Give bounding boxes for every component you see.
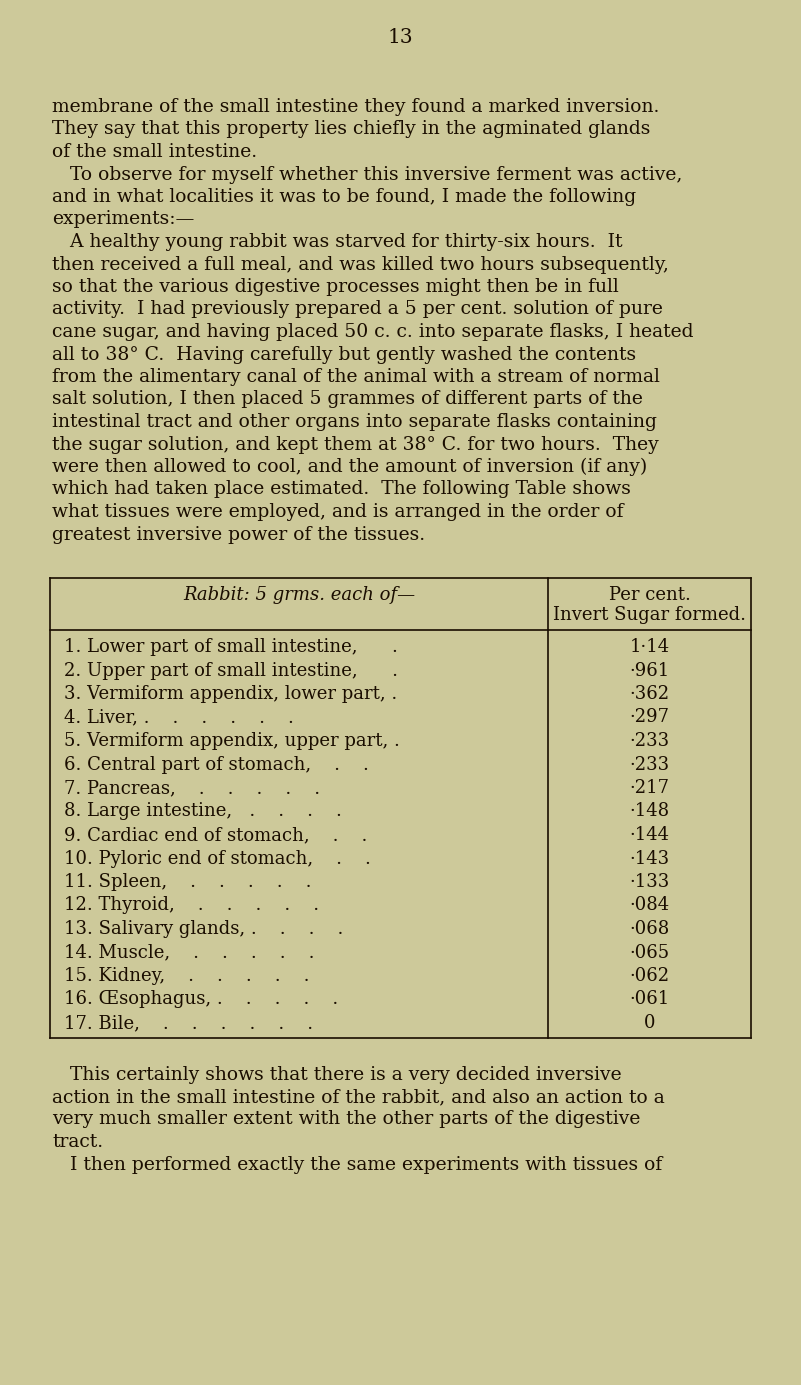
Text: 1·14: 1·14: [630, 638, 670, 656]
Text: and in what localities it was to be found, I made the following: and in what localities it was to be foun…: [52, 188, 636, 206]
Text: ·233: ·233: [630, 755, 670, 773]
Text: were then allowed to cool, and the amount of inversion (if any): were then allowed to cool, and the amoun…: [52, 458, 647, 476]
Text: all to 38° C.  Having carefully but gently washed the contents: all to 38° C. Having carefully but gentl…: [52, 345, 636, 363]
Text: ·133: ·133: [630, 873, 670, 891]
Text: salt solution, I then placed 5 grammes of different parts of the: salt solution, I then placed 5 grammes o…: [52, 391, 643, 409]
Text: 10. Pyloric end of stomach,    .    .: 10. Pyloric end of stomach, . .: [64, 849, 371, 867]
Text: 17. Bile,    .    .    .    .    .    .: 17. Bile, . . . . . .: [64, 1014, 313, 1032]
Text: 16. Œsophagus, .    .    .    .    .: 16. Œsophagus, . . . . .: [64, 990, 338, 1008]
Text: 3. Vermiform appendix, lower part, .: 3. Vermiform appendix, lower part, .: [64, 686, 397, 704]
Text: 8. Large intestine,   .    .    .    .: 8. Large intestine, . . . .: [64, 802, 342, 820]
Text: tract.: tract.: [52, 1133, 103, 1151]
Text: 1. Lower part of small intestine,      .: 1. Lower part of small intestine, .: [64, 638, 398, 656]
Text: 6. Central part of stomach,    .    .: 6. Central part of stomach, . .: [64, 755, 369, 773]
Text: ·233: ·233: [630, 733, 670, 751]
Text: A healthy young rabbit was starved for thirty-six hours.  It: A healthy young rabbit was starved for t…: [52, 233, 622, 251]
Text: so that the various digestive processes might then be in full: so that the various digestive processes …: [52, 278, 618, 296]
Text: ·065: ·065: [630, 943, 670, 961]
Text: activity.  I had previously prepared a 5 per cent. solution of pure: activity. I had previously prepared a 5 …: [52, 301, 663, 319]
Text: Invert Sugar formed.: Invert Sugar formed.: [553, 607, 746, 625]
Text: intestinal tract and other organs into separate flasks containing: intestinal tract and other organs into s…: [52, 413, 657, 431]
Text: membrane of the small intestine they found a marked inversion.: membrane of the small intestine they fou…: [52, 98, 659, 116]
Text: what tissues were employed, and is arranged in the order of: what tissues were employed, and is arran…: [52, 503, 623, 521]
Text: 13. Salivary glands, .    .    .    .: 13. Salivary glands, . . . .: [64, 920, 344, 938]
Text: ·084: ·084: [630, 896, 670, 914]
Text: ·068: ·068: [630, 920, 670, 938]
Text: To observe for myself whether this inversive ferment was active,: To observe for myself whether this inver…: [52, 165, 682, 183]
Text: ·362: ·362: [630, 686, 670, 704]
Text: 11. Spleen,    .    .    .    .    .: 11. Spleen, . . . . .: [64, 873, 312, 891]
Text: 12. Thyroid,    .    .    .    .    .: 12. Thyroid, . . . . .: [64, 896, 319, 914]
Text: which had taken place estimated.  The following Table shows: which had taken place estimated. The fol…: [52, 481, 631, 499]
Text: 0: 0: [644, 1014, 655, 1032]
Text: ·062: ·062: [630, 967, 670, 985]
Text: 14. Muscle,    .    .    .    .    .: 14. Muscle, . . . . .: [64, 943, 315, 961]
Text: This certainly shows that there is a very decided inversive: This certainly shows that there is a ver…: [52, 1065, 622, 1083]
Text: ·297: ·297: [630, 709, 670, 727]
Text: then received a full meal, and was killed two hours subsequently,: then received a full meal, and was kille…: [52, 255, 669, 273]
Text: very much smaller extent with the other parts of the digestive: very much smaller extent with the other …: [52, 1111, 640, 1129]
Text: They say that this property lies chiefly in the agminated glands: They say that this property lies chiefly…: [52, 120, 650, 138]
Text: greatest inversive power of the tissues.: greatest inversive power of the tissues.: [52, 525, 425, 543]
Text: 15. Kidney,    .    .    .    .    .: 15. Kidney, . . . . .: [64, 967, 309, 985]
Text: the sugar solution, and kept them at 38° C. for two hours.  They: the sugar solution, and kept them at 38°…: [52, 435, 658, 453]
Text: from the alimentary canal of the animal with a stream of normal: from the alimentary canal of the animal …: [52, 368, 660, 386]
Text: Rabbit: 5 grms. each of—: Rabbit: 5 grms. each of—: [183, 586, 415, 604]
Text: 9. Cardiac end of stomach,    .    .: 9. Cardiac end of stomach, . .: [64, 825, 368, 843]
Text: 7. Pancreas,    .    .    .    .    .: 7. Pancreas, . . . . .: [64, 778, 320, 796]
Text: 5. Vermiform appendix, upper part, .: 5. Vermiform appendix, upper part, .: [64, 733, 400, 751]
Text: I then performed exactly the same experiments with tissues of: I then performed exactly the same experi…: [52, 1155, 662, 1173]
Text: ·217: ·217: [630, 778, 670, 796]
Text: 2. Upper part of small intestine,      .: 2. Upper part of small intestine, .: [64, 662, 398, 680]
Text: ·143: ·143: [630, 849, 670, 867]
Text: ·961: ·961: [630, 662, 670, 680]
Text: Per cent.: Per cent.: [609, 586, 690, 604]
Text: experiments:—: experiments:—: [52, 211, 195, 229]
Text: ·061: ·061: [630, 990, 670, 1008]
Text: of the small intestine.: of the small intestine.: [52, 143, 257, 161]
Text: ·148: ·148: [630, 802, 670, 820]
Text: 13: 13: [388, 28, 413, 47]
Text: ·144: ·144: [630, 825, 670, 843]
Text: action in the small intestine of the rabbit, and also an action to a: action in the small intestine of the rab…: [52, 1089, 665, 1107]
Text: 4. Liver, .    .    .    .    .    .: 4. Liver, . . . . . .: [64, 709, 294, 727]
Text: cane sugar, and having placed 50 c. c. into separate flasks, I heated: cane sugar, and having placed 50 c. c. i…: [52, 323, 694, 341]
